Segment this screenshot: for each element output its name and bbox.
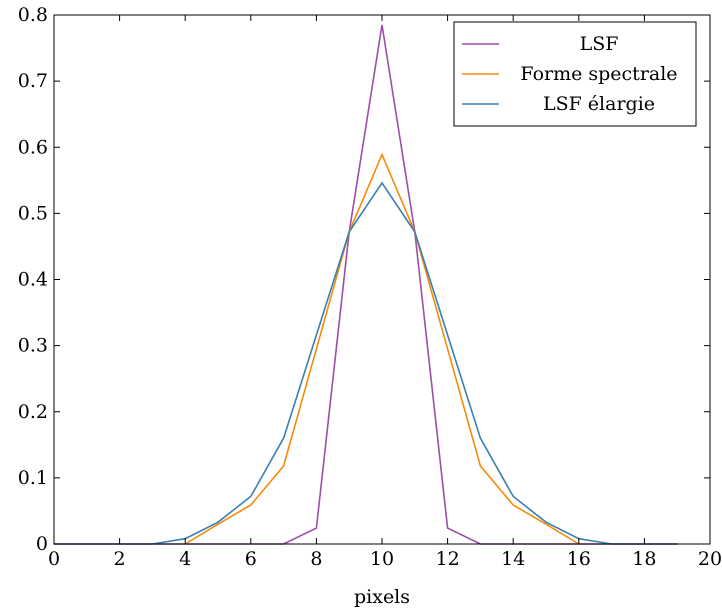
- x-tick-label: 4: [179, 548, 191, 570]
- series-line-1: [184, 152, 580, 545]
- y-tick-label: 0.3: [18, 335, 48, 357]
- y-tick-label: 0.4: [18, 269, 48, 291]
- x-tick-label: 6: [245, 548, 257, 570]
- y-tick-label: 0.5: [18, 202, 48, 224]
- x-tick-label: 10: [370, 548, 394, 570]
- y-tick-label: 0.6: [18, 136, 48, 158]
- y-tick-label: 0.7: [18, 70, 48, 92]
- ticks-layer: 0 2 4 6 8 10 12 14 16 18 20 0 0.1 0.2 0.3 0.4 0.5 0.6 0.7 0…: [18, 4, 722, 570]
- legend-label-0: LSF: [580, 33, 619, 55]
- x-tick-label: 12: [436, 548, 460, 570]
- x-tick-label: 20: [698, 548, 722, 570]
- y-tick-label: 0: [36, 533, 48, 555]
- y-tick-label: 0.8: [18, 4, 48, 26]
- legend: LSF Forme spectrale LSF élargie: [453, 21, 697, 127]
- legend-label-2: LSF élargie: [543, 93, 655, 115]
- series-line-2: [54, 181, 678, 545]
- y-tick-label: 0.2: [18, 401, 48, 423]
- x-tick-label: 2: [114, 548, 126, 570]
- x-tick-label: 16: [567, 548, 591, 570]
- legend-label-1: Forme spectrale: [520, 63, 677, 85]
- x-tick-label: 0: [48, 548, 60, 570]
- x-tick-label: 18: [632, 548, 656, 570]
- x-tick-label: 8: [310, 548, 322, 570]
- y-tick-label: 0.1: [18, 467, 48, 489]
- x-axis-label: pixels: [354, 586, 410, 608]
- x-tick-label: 14: [501, 548, 525, 570]
